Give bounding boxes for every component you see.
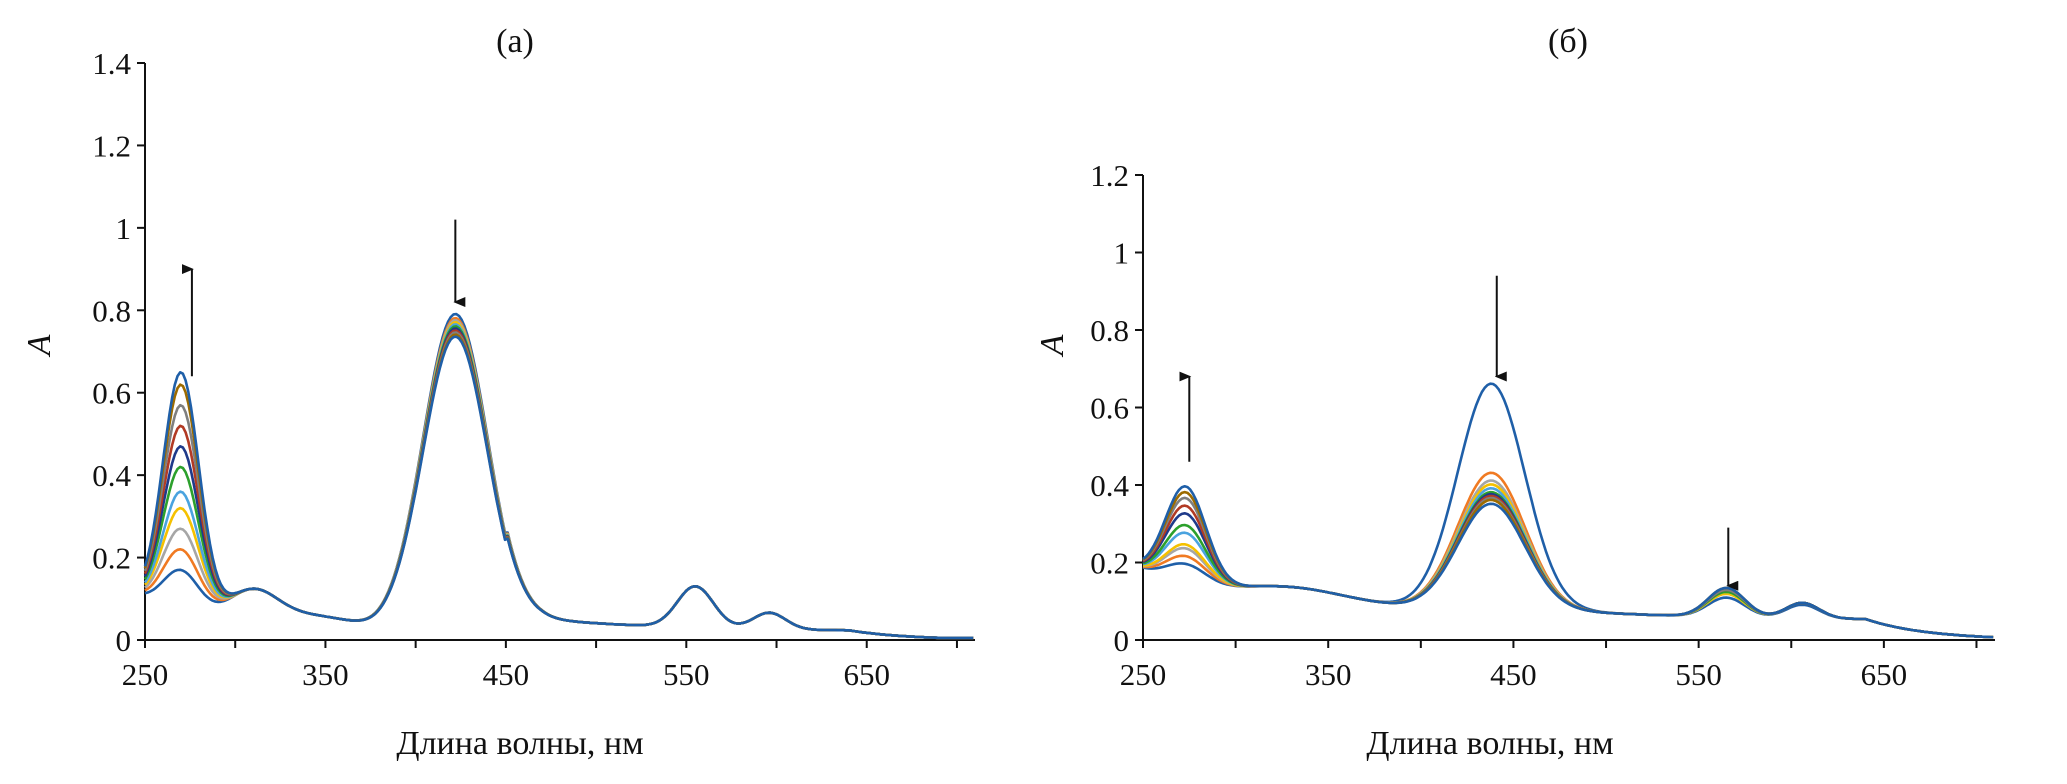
panel-a-y-tick-label: 0.6 bbox=[92, 376, 131, 411]
panel-b-y-tick-label: 1 bbox=[1114, 236, 1130, 271]
panel-a-axes: 0 0.2 0.4 0.6 0.8 1 1.2 1.4 250 350 450 550 650 bbox=[92, 46, 975, 692]
panel-a-x-tick-label: 350 bbox=[302, 657, 349, 692]
panel-b-series-line-9 bbox=[1142, 496, 1994, 639]
panel-a-series-line-4 bbox=[143, 321, 974, 640]
panel-b-y-tick-label: 0.8 bbox=[1090, 313, 1129, 348]
panel-b-y-tick-label: 0.2 bbox=[1090, 546, 1129, 581]
panel-a-chart: (а) A Длина волны, нм 0 0.2 0.4 0.6 0.8 1 1.2 1… bbox=[21, 23, 975, 762]
panel-b-series-line-11 bbox=[1142, 485, 1994, 639]
panel-b-y-tick-label: 0.4 bbox=[1090, 468, 1129, 503]
panel-b-series-line-4 bbox=[1142, 483, 1994, 639]
panel-b-series-line-8 bbox=[1142, 494, 1994, 639]
panel-a-y-axis-title: A bbox=[21, 334, 58, 357]
panel-a-y-tick-label: 0.8 bbox=[92, 293, 131, 328]
panel-a-y-tick-label: 1.2 bbox=[92, 128, 131, 163]
panel-b-series-line-5 bbox=[1142, 487, 1994, 639]
panel-b-x-tick-label: 250 bbox=[1120, 657, 1167, 692]
panel-b-axes: 0 0.2 0.4 0.6 0.8 1 1.2 250 350 450 550 650 bbox=[1090, 158, 1995, 692]
panel-b-x-tick-label: 450 bbox=[1490, 657, 1537, 692]
panel-a-arrows bbox=[181, 219, 466, 377]
panel-a-y-tick-label: 0.2 bbox=[92, 541, 131, 576]
panel-a-x-tick-label: 650 bbox=[843, 657, 890, 692]
panel-b-chart: (б) A Длина волны, нм 0 0.2 0.4 0.6 0.8 1 1.2 2… bbox=[1034, 23, 1995, 762]
panel-a-series-line-8 bbox=[143, 329, 974, 640]
panel-b-series-line-1 bbox=[1142, 382, 1994, 639]
panel-a-y-tick-label: 1.4 bbox=[92, 46, 131, 81]
panel-b-y-tick-label: 0.6 bbox=[1090, 391, 1129, 426]
panel-a-y-tick-label: 1 bbox=[116, 211, 132, 246]
panel-b-y-tick-label: 0 bbox=[1114, 623, 1130, 658]
panel-a-x-tick-label: 550 bbox=[663, 657, 710, 692]
panel-b-y-axis-title: A bbox=[1034, 334, 1071, 357]
panel-a-series-line-2 bbox=[144, 316, 974, 640]
panel-a-x-axis-title: Длина волны, нм bbox=[396, 725, 643, 762]
panel-a-label: (а) bbox=[496, 23, 534, 60]
panel-a-series-line-3 bbox=[144, 319, 974, 640]
panel-b-series-line-6 bbox=[1142, 490, 1994, 639]
panel-a-series-line-1 bbox=[144, 312, 974, 640]
panel-a-series-line-5 bbox=[143, 323, 974, 640]
panel-b-x-tick-label: 650 bbox=[1861, 657, 1908, 692]
panel-b-y-tick-label: 1.2 bbox=[1090, 158, 1129, 193]
panel-a-x-tick-label: 250 bbox=[122, 657, 169, 692]
panel-a-series-line-7 bbox=[143, 327, 974, 640]
panel-b-series-line-7 bbox=[1142, 492, 1994, 639]
panel-a-y-tick-label: 0 bbox=[116, 623, 132, 658]
panel-a-series-line-11 bbox=[143, 335, 974, 640]
panel-a-series-line-6 bbox=[143, 325, 974, 640]
panel-b-series-line-2 bbox=[1142, 471, 1994, 639]
panel-a-series bbox=[143, 312, 974, 640]
panel-b-series-line-3 bbox=[1143, 479, 1994, 639]
panel-a-series-line-9 bbox=[143, 331, 974, 640]
panel-b-x-tick-label: 350 bbox=[1305, 657, 1352, 692]
panel-a-x-tick-label: 450 bbox=[483, 657, 530, 692]
panel-b-series bbox=[1142, 382, 1994, 639]
panel-b-x-tick-label: 550 bbox=[1675, 657, 1722, 692]
panel-b-series-line-10 bbox=[1142, 490, 1994, 639]
panel-a-y-tick-label: 0.4 bbox=[92, 458, 131, 493]
panel-b-arrows bbox=[1179, 275, 1739, 591]
panel-b-x-axis-title: Длина волны, нм bbox=[1366, 725, 1613, 762]
panel-b-label: (б) bbox=[1548, 23, 1588, 60]
